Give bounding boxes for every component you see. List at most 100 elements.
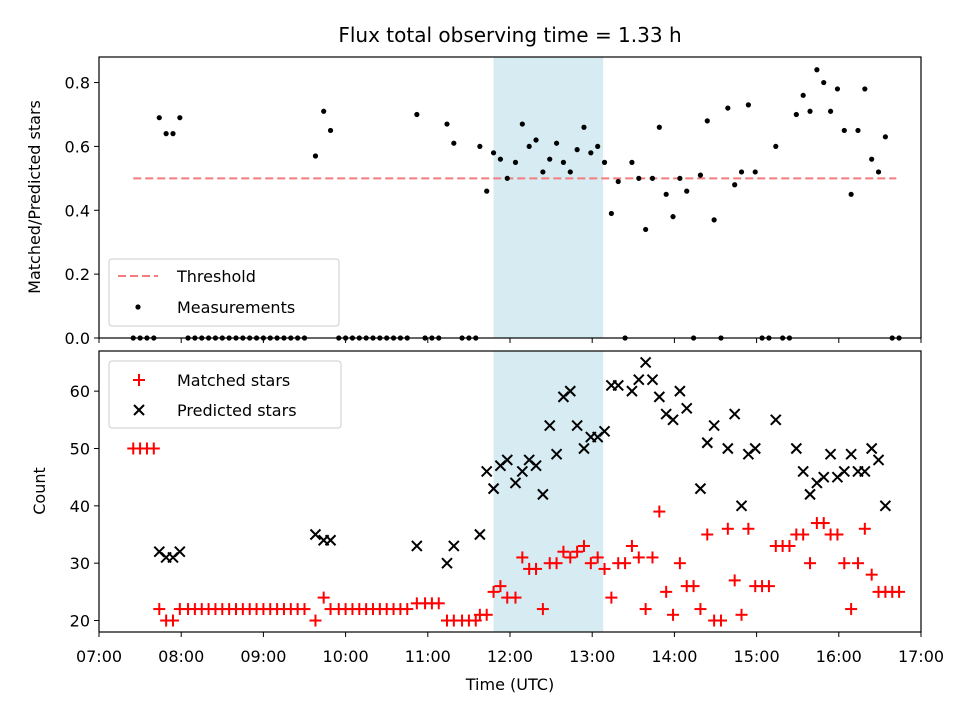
predicted-star-point <box>646 373 659 386</box>
measurement-point <box>697 172 704 178</box>
top-y-ticks: 0.0 0.2 0.4 0.6 0.8 <box>65 74 99 348</box>
matched-star-point <box>783 539 796 552</box>
matched-star-point <box>851 557 864 570</box>
predicted-star-point <box>481 465 493 478</box>
predicted-star-point <box>633 373 645 386</box>
y-tick-label: 0.2 <box>65 265 90 284</box>
measurement-point <box>608 210 614 217</box>
chart-title: Flux total observing time = 1.33 h <box>338 23 681 47</box>
measurement-point <box>560 159 567 165</box>
measurement-point <box>807 108 813 114</box>
top-panel: 0.00.20.40.60.8 Matched/Predicted stars … <box>25 56 922 348</box>
measurement-point <box>649 175 656 181</box>
predicted-star-point <box>653 391 666 403</box>
measurement-point <box>484 188 490 194</box>
bottom-axes-frame <box>98 350 922 633</box>
predicted-star-point <box>797 465 809 478</box>
matched-star-point <box>550 557 563 570</box>
predicted-star-point <box>612 379 624 392</box>
matched-star-point <box>536 603 549 616</box>
matched-star-point <box>509 591 522 604</box>
predicted-star-point <box>487 482 500 495</box>
matched-star-point <box>298 603 311 616</box>
predicted-star-point <box>571 419 583 432</box>
matched-star-point <box>845 603 858 616</box>
measurement-point <box>656 124 662 130</box>
measurement-point <box>752 169 758 175</box>
matched-star-point <box>494 580 507 593</box>
matched-star-point <box>831 528 844 541</box>
x-tick-label: 10:00 <box>323 647 369 666</box>
measurement-point <box>601 159 608 165</box>
predicted-star-point <box>530 459 542 472</box>
y-tick-label: 0.4 <box>65 201 90 220</box>
matched-star-point <box>432 597 445 610</box>
matched-star-point <box>804 557 817 570</box>
predicted-star-point <box>824 448 837 460</box>
matched-star-point <box>153 603 166 616</box>
x-tick-label: 16:00 <box>816 647 862 666</box>
predicted-star-point <box>804 488 816 501</box>
measurement-point <box>574 147 580 153</box>
top-shaded-interval <box>493 57 604 338</box>
matched-star-point <box>660 585 673 598</box>
predicted-star-point <box>448 540 460 552</box>
predicted-star-point <box>845 448 857 460</box>
x-tick-label: 13:00 <box>569 647 615 666</box>
matched-star-point <box>714 614 727 627</box>
matched-star-point <box>865 568 878 581</box>
matched-star-point <box>858 522 871 535</box>
x-tick-label: 07:00 <box>76 647 122 666</box>
bottom-y-axis-label: Count <box>30 467 49 515</box>
predicted-star-point <box>838 465 850 478</box>
measurement-point <box>704 118 710 124</box>
measurement-point <box>848 191 854 197</box>
matched-star-point <box>735 608 748 621</box>
predicted-star-point <box>544 419 556 432</box>
matched-star-point <box>646 551 659 564</box>
measurement-point <box>841 127 847 134</box>
y-tick-label: 30 <box>70 554 90 573</box>
measurement-point <box>636 175 642 181</box>
measurement-point <box>732 182 738 188</box>
predicted-star-point <box>411 540 423 552</box>
measurement-point <box>711 217 717 223</box>
matched-star-point <box>480 608 493 621</box>
matched-star-point <box>721 522 734 535</box>
measurement-point <box>321 108 327 114</box>
y-tick-label: 0.0 <box>65 329 90 348</box>
predicted-star-point <box>516 465 529 478</box>
measurement-point <box>677 175 683 181</box>
predicted-star-point <box>174 546 186 558</box>
predicted-star-point <box>735 500 748 512</box>
matched-star-point <box>487 585 500 598</box>
matched-star-point <box>742 522 755 535</box>
top-x-ticks <box>98 338 922 343</box>
measurement-point <box>745 102 751 108</box>
matched-star-point <box>577 539 590 552</box>
predicted-star-point <box>708 419 720 432</box>
matched-star-point <box>564 551 577 564</box>
measurement-point <box>882 134 888 140</box>
predicted-star-point <box>674 385 686 397</box>
measurement-point <box>497 156 504 162</box>
predicted-star-point <box>694 482 707 495</box>
measurement-point <box>875 169 882 175</box>
matched-star-point <box>817 517 830 530</box>
predicted-star-point <box>818 471 830 483</box>
y-tick-label: 0.8 <box>65 74 90 93</box>
measurement-point <box>827 108 834 114</box>
measurement-point <box>414 111 420 118</box>
measurement-points <box>130 67 902 341</box>
x-tick-label: 15:00 <box>734 647 780 666</box>
predicted-star-point <box>509 477 522 489</box>
measurement-point <box>581 124 587 130</box>
matched-star-point <box>728 574 741 587</box>
matched-star-point <box>530 562 543 575</box>
measurement-point <box>684 188 690 194</box>
matched-star-point <box>584 557 597 570</box>
measurement-point <box>170 131 176 137</box>
predicted-star-point <box>879 500 892 512</box>
matched-star-point <box>797 528 810 541</box>
measurement-point <box>814 67 820 73</box>
